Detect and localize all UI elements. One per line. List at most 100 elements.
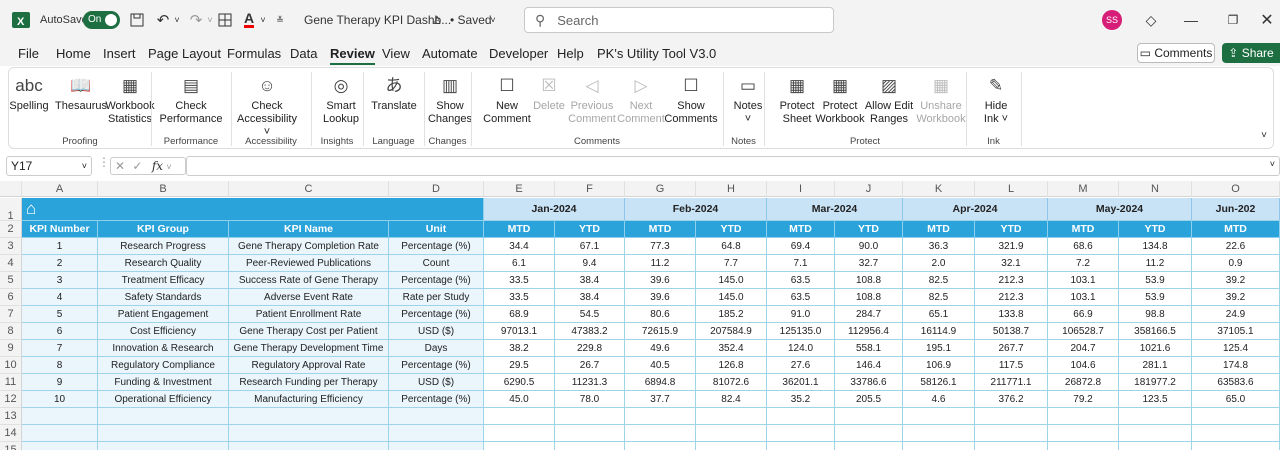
empty-cell[interactable] [98,442,229,450]
empty-cell[interactable] [484,442,555,450]
row-header[interactable]: 14 [0,425,22,442]
table-cell[interactable]: 104.6 [1048,357,1119,374]
empty-cell[interactable] [389,408,484,425]
table-cell[interactable]: 79.2 [1048,391,1119,408]
customize-toolbar-icon[interactable]: ≚ [276,14,284,25]
tab-help[interactable]: Help [557,46,584,61]
table-cell[interactable]: 126.8 [696,357,767,374]
table-cell[interactable]: 33786.6 [835,374,903,391]
table-cell[interactable]: 108.8 [835,289,903,306]
ribbon-button-next-comment[interactable]: ▷ Next Comment [611,72,671,126]
document-title[interactable]: Gene Therapy KPI Dashb... [304,13,452,27]
table-cell[interactable]: 50138.7 [975,323,1048,340]
row-header[interactable]: 2 [0,221,22,238]
empty-cell[interactable] [229,425,389,442]
ribbon-button-thesaurus[interactable]: 📖 Thesaurus [51,72,111,113]
autosave-toggle[interactable]: On [83,11,120,29]
table-cell[interactable]: Percentage (%) [389,391,484,408]
table-cell[interactable]: 63.5 [767,289,835,306]
table-cell[interactable]: 37105.1 [1192,323,1280,340]
ribbon-button-ink[interactable]: ✎ Hide Ink ˅ [966,72,1026,126]
table-cell[interactable]: 6 [22,323,98,340]
empty-cell[interactable] [1048,425,1119,442]
table-cell[interactable]: 26872.8 [1048,374,1119,391]
restore-icon[interactable]: ❐ [1227,13,1239,27]
table-cell[interactable]: Days [389,340,484,357]
table-cell[interactable]: Regulatory Approval Rate [229,357,389,374]
undo-dropdown-icon[interactable]: ˅ [174,15,180,25]
table-cell[interactable]: Patient Enrollment Rate [229,306,389,323]
table-cell[interactable]: 1021.6 [1119,340,1192,357]
empty-cell[interactable] [484,408,555,425]
table-cell[interactable]: 24.9 [1192,306,1280,323]
empty-cell[interactable] [835,442,903,450]
empty-cell[interactable] [389,442,484,450]
ribbon-button-protect-workbook[interactable]: ▦ Protect Workbook [810,72,870,126]
table-cell[interactable]: 3 [22,272,98,289]
table-cell[interactable]: 205.5 [835,391,903,408]
table-cell[interactable]: 29.5 [484,357,555,374]
share-button[interactable]: ⇪ Share [1222,43,1280,63]
empty-cell[interactable] [767,425,835,442]
table-cell[interactable]: 117.5 [975,357,1048,374]
table-cell[interactable]: 7.1 [767,255,835,272]
table-cell[interactable]: Peer-Reviewed Publications [229,255,389,272]
empty-cell[interactable] [22,442,98,450]
table-cell[interactable]: 4 [22,289,98,306]
ribbon-button-notes[interactable]: ▭ Notes ˅ [718,72,778,126]
table-cell[interactable]: 125.4 [1192,340,1280,357]
empty-cell[interactable] [229,408,389,425]
table-cell[interactable]: 6.1 [484,255,555,272]
table-cell[interactable]: 49.6 [625,340,696,357]
column-header-d[interactable]: D [389,181,484,197]
row-header[interactable]: 13 [0,408,22,425]
ribbon-button-translate[interactable]: あ Translate [364,72,424,113]
table-cell[interactable]: 35.2 [767,391,835,408]
undo-icon[interactable]: ↶ [156,12,170,29]
table-cell[interactable]: Research Funding per Therapy [229,374,389,391]
close-icon[interactable]: ✕ [1260,12,1274,29]
empty-cell[interactable] [975,442,1048,450]
column-header-c[interactable]: C [229,181,389,197]
font-color-dropdown-icon[interactable]: ˅ [260,15,266,25]
ribbon-button-protect-sheet[interactable]: ▦ Protect Sheet [767,72,827,126]
tab-review[interactable]: Review [330,46,375,65]
insert-function-icon[interactable]: fx [151,159,164,173]
table-cell[interactable]: 10 [22,391,98,408]
table-cell[interactable]: 204.7 [1048,340,1119,357]
column-header-o[interactable]: O [1192,181,1280,197]
column-header-e[interactable]: E [484,181,555,197]
table-cell[interactable]: 78.0 [555,391,625,408]
column-header-h[interactable]: H [696,181,767,197]
empty-cell[interactable] [98,408,229,425]
table-cell[interactable]: 34.4 [484,238,555,255]
table-cell[interactable]: Safety Standards [98,289,229,306]
table-cell[interactable]: USD ($) [389,374,484,391]
ribbon-button-spelling[interactable]: abc Spelling [0,72,59,113]
table-cell[interactable]: 211771.1 [975,374,1048,391]
empty-cell[interactable] [555,408,625,425]
table-cell[interactable]: 376.2 [975,391,1048,408]
ribbon-button-unshare[interactable]: ▦ Unshare Workbook [911,72,971,126]
empty-cell[interactable] [484,425,555,442]
column-header-k[interactable]: K [903,181,975,197]
table-cell[interactable]: Gene Therapy Completion Rate [229,238,389,255]
empty-cell[interactable] [625,425,696,442]
collapse-ribbon-icon[interactable]: ˅ [1261,130,1267,141]
table-cell[interactable]: 0.9 [1192,255,1280,272]
table-cell[interactable]: 108.8 [835,272,903,289]
empty-cell[interactable] [1192,408,1280,425]
table-cell[interactable]: 174.8 [1192,357,1280,374]
table-cell[interactable]: Adverse Event Rate [229,289,389,306]
empty-cell[interactable] [22,408,98,425]
table-cell[interactable]: Percentage (%) [389,272,484,289]
column-header-j[interactable]: J [835,181,903,197]
expand-formula-icon[interactable]: ˅ [1269,159,1275,169]
table-cell[interactable]: Percentage (%) [389,238,484,255]
tab-file[interactable]: File [18,46,39,61]
formula-input[interactable]: ˅ [186,156,1280,176]
ribbon-button-accessibility[interactable]: ☺ Check Accessibility ˅ [237,72,297,139]
table-cell[interactable]: Treatment Efficacy [98,272,229,289]
table-cell[interactable]: 80.6 [625,306,696,323]
table-cell[interactable]: 9.4 [555,255,625,272]
